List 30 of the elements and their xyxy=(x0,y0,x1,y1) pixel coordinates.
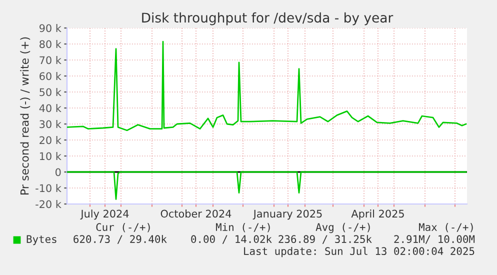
chart-title: Disk throughput for /dev/sda - by year xyxy=(142,12,394,26)
y-tick-label: 20 k xyxy=(40,136,62,144)
y-tick-label: -10 k xyxy=(36,184,62,192)
y-tick-label: 10 k xyxy=(40,152,62,160)
y-tick-label: 0 xyxy=(56,168,61,176)
y-axis-title: Pr second read (-) / write (+) xyxy=(20,37,30,195)
legend-label: Bytes xyxy=(26,235,56,246)
x-tick-label: October 2024 xyxy=(160,210,232,218)
x-tick-label: July 2024 xyxy=(80,210,129,220)
y-tick-label: 40 k xyxy=(39,104,62,112)
y-tick-label: 90 k xyxy=(40,24,62,32)
y-tick-label: 80 k xyxy=(40,40,62,48)
text: 620.73 / 29.40k xyxy=(74,234,167,244)
line-series xyxy=(67,171,467,200)
text: 2.91M/ 10.00M xyxy=(394,235,475,244)
y-tick-label: 70 k xyxy=(40,56,62,64)
text: Cur (-/+) xyxy=(96,223,150,232)
line-series xyxy=(67,40,467,132)
x-tick-label: April 2025 xyxy=(351,210,404,220)
text: 0.00 / 14.02k xyxy=(191,234,272,244)
y-tick-label: 60 k xyxy=(40,72,62,80)
y-tick-label: 30 k xyxy=(40,120,62,128)
x-tick-label: January 2025 xyxy=(252,210,322,220)
text: 236.89 / 31.25k xyxy=(278,234,372,244)
y-tick-label: 50 k xyxy=(40,88,62,96)
text: Min (-/+) xyxy=(216,222,270,232)
text: Last update: Sun Jul 13 02:00:04 2025 xyxy=(244,246,474,258)
text: Max (-/+) xyxy=(418,223,473,232)
text: Avg (-/+) xyxy=(316,222,370,234)
y-tick-label: -20 k xyxy=(36,200,62,208)
